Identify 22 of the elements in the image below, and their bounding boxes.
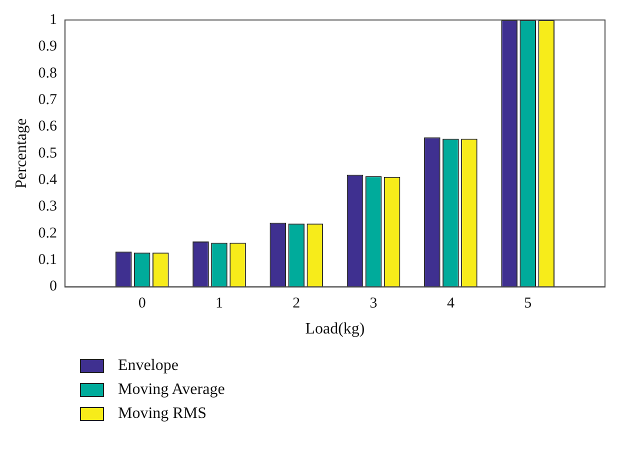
- legend-label: Moving RMS: [118, 405, 206, 423]
- y-tick-label: 0.3: [38, 198, 57, 215]
- y-tick-label: 0.5: [38, 145, 57, 162]
- x-axis-title: Load(kg): [305, 320, 365, 338]
- y-tick-label: 0.1: [38, 252, 57, 268]
- y-tick-label: 0.4: [38, 172, 58, 188]
- x-tick-label: 4: [446, 296, 455, 312]
- legend-label: Envelope: [118, 357, 178, 375]
- y-axis-title: Percentage: [12, 118, 30, 188]
- x-tick-label: 1: [216, 296, 223, 312]
- x-tick-label: 5: [524, 296, 532, 312]
- y-tick-label: 0.8: [38, 65, 57, 82]
- y-tick-label: 0.6: [38, 118, 58, 135]
- x-tick-label: 0: [138, 296, 146, 312]
- y-tick-label: 0.9: [38, 38, 57, 55]
- x-tick-label: 3: [370, 296, 378, 312]
- y-tick-label: 0.2: [38, 225, 57, 242]
- legend-label: Moving Average: [118, 381, 225, 399]
- y-tick-label: 0: [49, 278, 57, 295]
- x-tick-label: 2: [292, 296, 300, 312]
- y-tick-label: 1: [49, 12, 57, 28]
- y-tick-label: 0.7: [38, 92, 58, 108]
